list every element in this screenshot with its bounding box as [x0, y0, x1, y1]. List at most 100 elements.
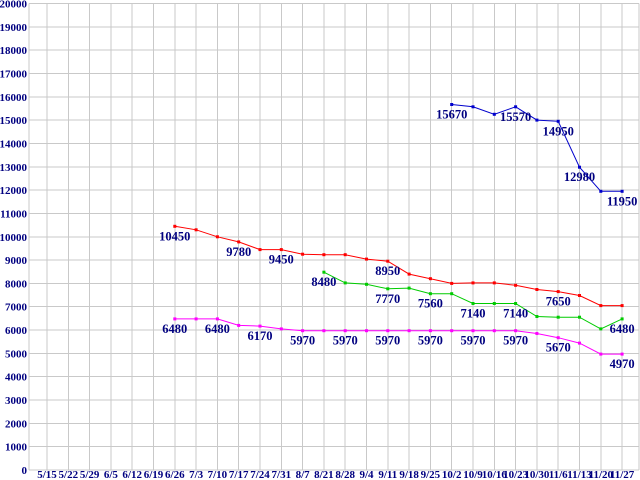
blue-series: [450, 103, 624, 193]
y-tick-label: 15000: [0, 115, 28, 127]
point-value-label: 9780: [226, 245, 251, 259]
y-tick-label: 3000: [5, 395, 28, 407]
y-tick-label: 6000: [5, 325, 28, 337]
point-value-label: 5970: [375, 334, 400, 348]
x-tick-label: 6/26: [165, 469, 185, 480]
magenta-series-marker: [428, 329, 432, 333]
red-series-marker: [173, 224, 177, 228]
point-value-label: 15670: [436, 108, 467, 122]
point-value-label: 7140: [461, 307, 486, 321]
red-series-marker: [471, 281, 475, 285]
point-value-label: 5970: [503, 334, 528, 348]
magenta-series-marker: [492, 329, 496, 333]
y-tick-label: 16000: [0, 92, 28, 104]
red-series-line: [174, 225, 623, 307]
point-value-label: 9450: [269, 253, 294, 267]
green-series-marker: [407, 286, 411, 290]
blue-series-marker: [535, 118, 539, 122]
magenta-series-marker: [237, 323, 241, 327]
red-series-marker: [450, 281, 454, 285]
blue-series-marker: [514, 105, 518, 109]
blue-series-marker: [556, 119, 560, 123]
x-tick-label: 10/30: [524, 469, 550, 480]
magenta-series-marker: [450, 329, 454, 333]
green-series-marker: [386, 287, 390, 291]
point-value-label: 15570: [500, 110, 531, 124]
green-series-marker: [471, 302, 475, 305]
red-series-marker: [386, 259, 390, 263]
magenta-series-marker: [535, 332, 539, 335]
point-value-label: 11950: [607, 194, 638, 208]
x-tick-label: 10/2: [442, 469, 462, 480]
blue-series-marker: [599, 189, 603, 193]
y-tick-label: 13000: [0, 162, 28, 174]
magenta-series-marker: [215, 317, 219, 321]
x-tick-label: 7/10: [208, 469, 228, 480]
y-tick-label: 4000: [5, 372, 28, 384]
x-tick-label: 11/6: [549, 469, 568, 480]
red-series-marker: [407, 272, 411, 276]
point-value-label: 6480: [205, 322, 230, 336]
green-series-marker: [492, 302, 496, 305]
x-tick-label: 10/23: [503, 469, 529, 480]
point-value-label: 6480: [610, 322, 635, 336]
point-value-label: 7560: [418, 297, 443, 311]
point-value-label: 10450: [159, 229, 190, 243]
magenta-series-marker: [386, 329, 390, 333]
green-series-marker: [322, 270, 326, 274]
red-series-marker: [365, 257, 368, 261]
green-series-marker: [620, 317, 624, 321]
magenta-series-marker: [322, 329, 326, 333]
x-tick-label: 7/31: [272, 469, 292, 480]
y-tick-label: 18000: [0, 45, 28, 57]
point-value-label: 6480: [162, 322, 187, 336]
x-tick-label: 6/5: [104, 469, 119, 480]
y-tick-label: 5000: [5, 348, 28, 360]
y-tick-label: 12000: [0, 185, 28, 197]
red-series-marker: [258, 248, 262, 252]
magenta-series-marker: [194, 317, 198, 321]
magenta-series-marker: [620, 352, 624, 356]
magenta-series-marker: [471, 329, 475, 333]
magenta-series-marker: [365, 329, 368, 333]
green-series: [322, 270, 624, 331]
point-value-label: 5970: [461, 334, 486, 348]
green-series-marker: [599, 327, 603, 331]
red-series-marker: [599, 304, 603, 308]
y-tick-label: 7000: [5, 302, 28, 314]
red-series-marker: [492, 281, 496, 285]
blue-series-marker: [492, 112, 496, 116]
point-value-label: 4970: [610, 357, 635, 371]
y-tick-label: 20000: [0, 0, 28, 11]
red-series-marker: [279, 248, 283, 252]
y-tick-label: 9000: [5, 255, 28, 267]
green-series-marker: [428, 292, 432, 296]
y-tick-label: 17000: [0, 68, 28, 80]
red-series-marker: [428, 277, 432, 281]
green-series-marker: [556, 315, 560, 319]
red-series-marker: [535, 288, 539, 291]
gridlines: [28, 3, 640, 471]
x-tick-label: 8/7: [296, 469, 311, 480]
red-series-marker: [556, 290, 560, 294]
y-tick-label: 1000: [5, 442, 28, 454]
y-tick-label: 10000: [0, 232, 28, 244]
x-tick-label: 7/17: [229, 469, 249, 480]
y-tick-label: 11000: [0, 208, 27, 220]
y-tick-label: 0: [22, 465, 28, 477]
magenta-series-marker: [514, 329, 518, 333]
x-tick-label: 6/19: [144, 469, 164, 480]
green-series-marker: [343, 281, 347, 285]
red-series: [173, 224, 624, 308]
x-tick-label: 11/20: [589, 469, 614, 480]
x-tick-label: 10/9: [463, 469, 483, 480]
green-series-marker: [365, 282, 368, 286]
point-value-label: 14950: [543, 124, 574, 138]
red-series-marker: [322, 253, 326, 257]
point-value-label: 8950: [375, 264, 400, 278]
point-value-label: 5970: [290, 334, 315, 348]
x-tick-label: 8/21: [314, 469, 334, 480]
point-value-label: 7140: [503, 307, 528, 321]
